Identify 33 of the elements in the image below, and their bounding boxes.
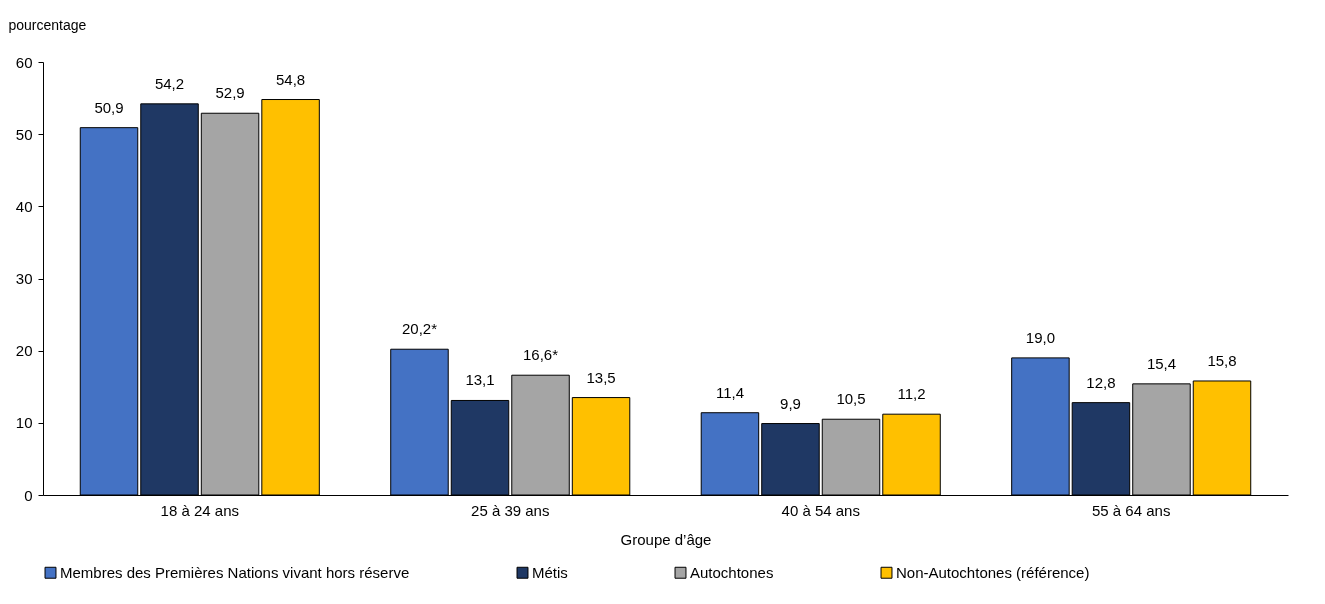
data-label: 19,0 — [1025, 328, 1056, 346]
data-label: 54,8 — [275, 70, 306, 88]
legend-label: Autochtones — [690, 563, 774, 581]
data-label: 50,9 — [94, 98, 124, 116]
data-label: 11,4 — [715, 383, 744, 401]
legend-label: Membres des Premières Nations vivant hors réserve — [60, 563, 410, 581]
y-tick-label: 40 — [15, 197, 33, 215]
data-label: 15,8 — [1207, 351, 1237, 369]
y-tick-label: 60 — [15, 53, 33, 71]
y-tick-label: 10 — [15, 414, 33, 432]
y-tick-label: 50 — [15, 125, 33, 143]
data-label: 11,2 — [897, 385, 926, 403]
x-tick-label: 18 à 24 ans — [160, 501, 239, 519]
data-label: 54,2 — [154, 74, 185, 92]
data-label: 13,1 — [465, 371, 495, 389]
y-axis-title: pourcentage — [8, 16, 87, 33]
data-label: 10,5 — [836, 390, 866, 408]
data-label: 16,6* — [523, 346, 559, 364]
data-label: 15,4 — [1146, 354, 1177, 372]
x-tick-label: 55 à 64 ans — [1092, 501, 1171, 519]
y-tick-label: 20 — [15, 342, 33, 360]
data-label: 52,9 — [215, 84, 245, 102]
data-label: 20,2* — [401, 320, 438, 338]
x-tick-label: 40 à 54 ans — [781, 501, 860, 519]
legend-label: Non-Autochtones (référence) — [896, 563, 1090, 581]
y-tick-label: 30 — [15, 270, 33, 287]
y-tick-label: 0 — [24, 486, 33, 504]
legend-label: Métis — [532, 563, 568, 581]
data-label: 13,5 — [586, 368, 616, 386]
x-tick-label: 25 à 39 ans — [471, 501, 550, 519]
data-label: 9,9 — [780, 394, 801, 412]
x-axis-title: Groupe d’âge — [620, 530, 712, 548]
data-label: 12,8 — [1086, 373, 1116, 391]
